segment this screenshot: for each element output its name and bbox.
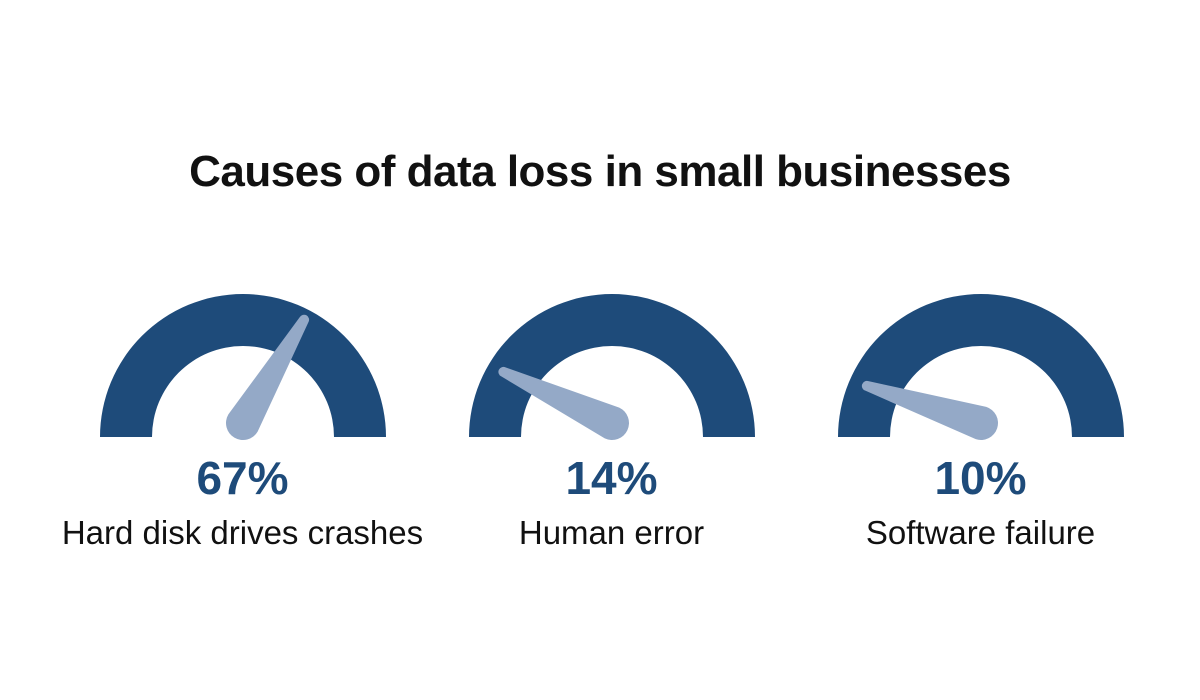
gauge-label: Software failure	[865, 513, 1096, 551]
gauge-arc	[99, 294, 386, 437]
gauge-row: 67% Hard disk drives crashes 14% Human e…	[58, 287, 1165, 552]
gauge-value: 67%	[196, 452, 289, 504]
gauge-dial	[99, 294, 386, 440]
gauge-label: Human error	[518, 513, 705, 551]
gauge-needle-icon	[861, 380, 998, 440]
gauge-hard-disk-crashes: 67% Hard disk drives crashes	[58, 287, 427, 552]
gauge-dial	[837, 294, 1124, 440]
gauge-arc	[468, 294, 755, 437]
gauge-software-failure: 10% Software failure	[796, 287, 1165, 552]
gauge-dial	[468, 294, 755, 440]
gauge-value: 10%	[934, 452, 1027, 504]
gauge-human-error: 14% Human error	[427, 287, 796, 552]
gauge-arc	[837, 294, 1124, 437]
gauge-value: 14%	[565, 452, 658, 504]
gauge-label: Hard disk drives crashes	[61, 513, 424, 551]
gauge-needle-icon	[497, 366, 629, 440]
gauge-needle-icon	[225, 314, 309, 440]
chart-title: Causes of data loss in small businesses	[189, 147, 1011, 196]
